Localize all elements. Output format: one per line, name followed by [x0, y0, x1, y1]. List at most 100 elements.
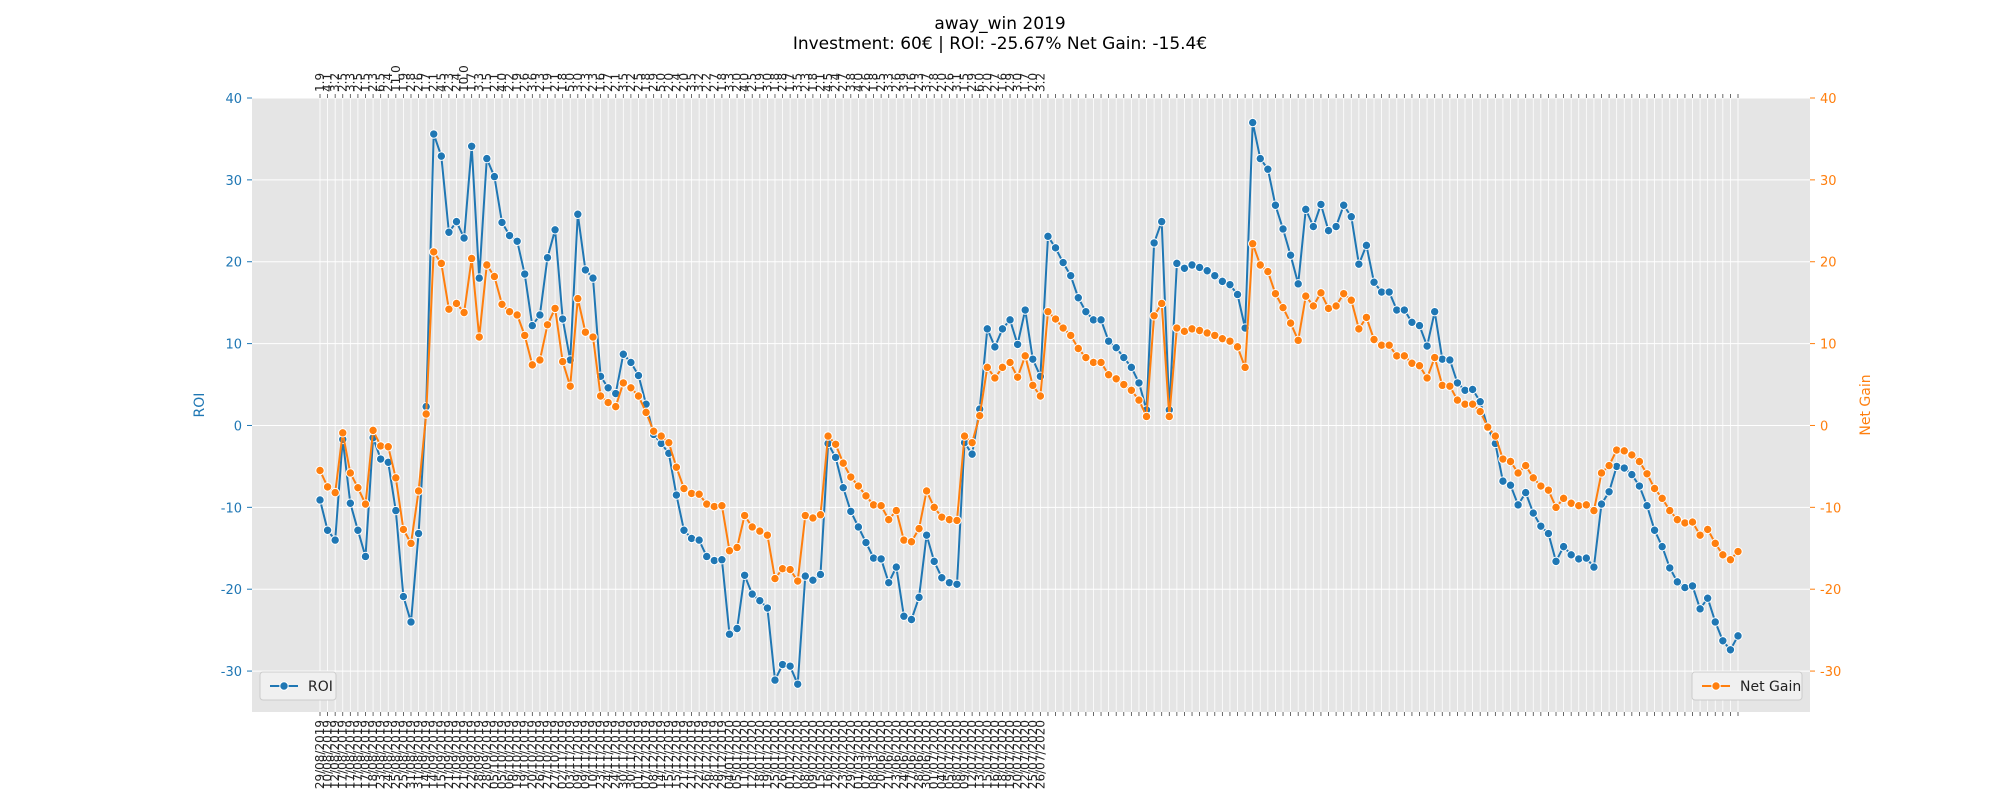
x-tick-label-bottom: 08/03/2020 — [867, 720, 881, 789]
net-gain-point — [1536, 481, 1546, 491]
x-tick-label-bottom: 19/10/2019 — [518, 720, 532, 789]
x-tick-label-top: 3.5 — [685, 73, 699, 92]
roi-legend-label: ROI — [308, 679, 333, 695]
net-gain-point — [436, 258, 447, 269]
net-gain-point — [1513, 468, 1523, 478]
net-gain-point — [1119, 379, 1129, 390]
x-tick-label-top: 2.3 — [798, 73, 812, 92]
net-gain-point — [520, 330, 530, 341]
x-tick-label-top: 2.6 — [889, 73, 903, 92]
x-tick-label-top: 2.0 — [677, 73, 691, 92]
x-tick-label-bottom: 01/03/2020 — [851, 720, 865, 789]
net-gain-point — [482, 260, 492, 270]
x-tick-label-bottom: 17/08/2019 — [336, 720, 350, 789]
x-tick-label-top: 4.0 — [738, 73, 752, 92]
x-tick-label-bottom: 29/12/2019 — [715, 720, 729, 789]
x-tick-label-bottom: 28/09/2019 — [472, 720, 486, 789]
net-gain-point — [573, 293, 583, 304]
x-tick-label-top: 3.5 — [616, 73, 630, 92]
roi-point — [1134, 378, 1144, 388]
x-tick-label-bottom: 23/08/2019 — [374, 720, 388, 789]
x-tick-label-bottom: 14/09/2019 — [427, 720, 441, 789]
net-gain-point — [1225, 336, 1235, 346]
net-gain-point — [1452, 395, 1463, 405]
roi-point — [1574, 554, 1584, 564]
roi-point — [709, 555, 720, 566]
net-gain-point — [1361, 312, 1372, 323]
y-tick-label-left: 30 — [225, 174, 242, 189]
net-gain-point — [777, 564, 788, 574]
x-tick-label-top: 4.0 — [495, 73, 509, 92]
roi-point — [747, 589, 757, 599]
roi-point — [1520, 487, 1531, 498]
net-gain-point — [1354, 324, 1364, 334]
net-gain-point — [1505, 456, 1516, 467]
roi-point — [413, 528, 424, 539]
x-tick-label-bottom: 19/01/2020 — [760, 720, 774, 789]
x-tick-label-bottom: 25/08/2019 — [396, 720, 410, 789]
x-tick-label-bottom: 25/07/2020 — [1026, 720, 1040, 789]
roi-point — [1028, 354, 1038, 364]
roi-point — [1050, 243, 1061, 253]
roi-point — [755, 595, 765, 606]
roi-point — [876, 554, 886, 564]
net-gain-point — [1429, 352, 1440, 363]
roi-point — [1263, 164, 1273, 174]
net-gain-point — [975, 410, 985, 421]
net-gain-point — [990, 373, 1000, 383]
y-tick-label-left: 0 — [234, 419, 242, 434]
roi-point — [838, 482, 848, 493]
roi-point — [1103, 336, 1114, 346]
roi-point — [1012, 339, 1023, 350]
roi-point — [1301, 204, 1311, 215]
roi-point — [322, 525, 333, 535]
roi-point — [1005, 315, 1015, 325]
x-tick-label-bottom: 17/08/2019 — [343, 720, 357, 789]
y-tick-label-right: -20 — [1820, 583, 1841, 598]
x-tick-label-top: 4.0 — [851, 73, 865, 92]
net-gain-point — [603, 397, 613, 408]
x-tick-label-bottom: 09/11/2019 — [571, 720, 585, 789]
x-tick-label-bottom: 09/02/2020 — [806, 720, 820, 789]
x-tick-label-bottom: 25/01/2020 — [768, 720, 782, 789]
x-tick-label-bottom: 10/11/2019 — [586, 720, 600, 789]
x-tick-label-top: 4.1 — [321, 73, 335, 92]
x-tick-label-bottom: 22/09/2019 — [465, 720, 479, 789]
net-gain-point — [686, 488, 697, 499]
net-gain-point — [1589, 505, 1599, 516]
net-gain-point — [1035, 391, 1046, 401]
roi-point — [497, 217, 507, 228]
roi-point — [815, 569, 826, 580]
roi-point — [489, 171, 500, 182]
roi-point — [1725, 645, 1736, 655]
x-tick-label-top: 2.4 — [381, 73, 395, 92]
x-tick-label-bottom: 06/10/2019 — [503, 720, 517, 789]
roi-point — [1437, 354, 1447, 364]
x-tick-label-bottom: 08/07/2020 — [950, 720, 964, 789]
roi-point — [777, 659, 788, 670]
net-gain-point — [717, 500, 727, 511]
x-tick-label-bottom: 31/08/2019 — [412, 720, 426, 789]
roi-point — [1604, 487, 1614, 497]
net-gain-point — [853, 481, 864, 491]
roi-point — [702, 551, 712, 562]
net-gain-point — [1111, 374, 1121, 384]
roi-point — [1733, 631, 1743, 641]
net-gain-point — [861, 491, 871, 501]
x-tick-label-top: 4.5 — [821, 73, 835, 92]
roi-point — [1338, 200, 1349, 210]
x-tick-label-bottom: 01/02/2020 — [783, 720, 797, 789]
roi-point — [671, 490, 682, 500]
x-tick-label-bottom: 21/06/2020 — [882, 720, 896, 789]
roi-point — [330, 535, 340, 545]
roi-point — [1232, 289, 1243, 300]
net-gain-point — [330, 487, 340, 498]
x-tick-label-top: 3.2 — [328, 73, 342, 92]
net-gain-point — [921, 486, 932, 496]
x-tick-label-top: 1.9 — [396, 73, 410, 92]
roi-point — [846, 506, 856, 517]
x-tick-label-top: 2.1 — [487, 73, 501, 92]
plot-background — [252, 98, 1810, 712]
x-tick-label-top: 10.0 — [457, 65, 471, 92]
roi-legend-marker — [279, 681, 289, 691]
